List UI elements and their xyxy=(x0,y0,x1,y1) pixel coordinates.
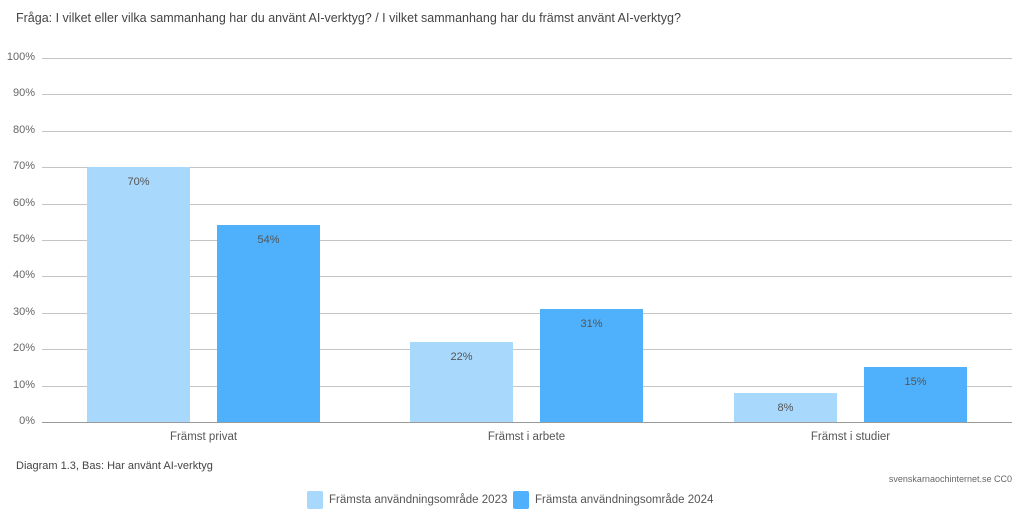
x-axis-category-label: Främst privat xyxy=(169,431,238,443)
x-axis-category-label: Främst i arbete xyxy=(487,431,566,443)
y-axis-tick-label: 80% xyxy=(12,124,35,136)
bar xyxy=(410,341,513,422)
gridline xyxy=(42,386,1012,387)
legend-swatch-2024 xyxy=(513,491,529,509)
y-axis-tick-label: 70% xyxy=(12,160,35,172)
legend-swatch-2023 xyxy=(307,491,323,509)
y-axis-tick-label: 40% xyxy=(12,269,35,281)
gridline xyxy=(42,276,1012,277)
bar-value-label: 70% xyxy=(127,176,150,189)
bar xyxy=(217,225,320,422)
y-axis-tick-label: 100% xyxy=(6,51,35,63)
legend-item-2023: Främsta användningsområde 2023 xyxy=(307,491,507,509)
legend-label-2024: Främsta användningsområde 2024 xyxy=(535,494,714,506)
y-axis-tick-label: 30% xyxy=(12,306,35,318)
bar-value-label: 8% xyxy=(777,401,794,414)
y-axis-tick-label: 50% xyxy=(12,233,35,245)
x-axis-category-label: Främst i studier xyxy=(810,431,891,443)
footnote: Diagram 1.3, Bas: Har använt AI-verktyg xyxy=(16,460,213,472)
y-axis-tick-label: 10% xyxy=(12,379,35,391)
gridline xyxy=(42,313,1012,314)
gridline xyxy=(42,131,1012,132)
gridline xyxy=(42,204,1012,205)
bar xyxy=(864,367,967,422)
bar xyxy=(540,309,643,422)
bar xyxy=(87,167,190,422)
y-axis-tick-label: 0% xyxy=(19,415,35,427)
y-axis-tick-label: 90% xyxy=(12,87,35,99)
legend-label-2023: Främsta användningsområde 2023 xyxy=(329,494,508,506)
y-axis-tick-label: 60% xyxy=(12,197,35,209)
gridline xyxy=(42,167,1012,168)
gridline xyxy=(42,58,1012,59)
gridline xyxy=(42,422,1012,423)
source-credit: svenskarnaochinternet.se CC0 xyxy=(888,474,1012,484)
y-axis-tick-label: 20% xyxy=(12,342,35,354)
gridline xyxy=(42,240,1012,241)
bar-value-label: 31% xyxy=(580,318,603,331)
legend-item-2024: Främsta användningsområde 2024 xyxy=(513,491,713,509)
bar-value-label: 54% xyxy=(257,234,280,247)
chart-title: Fråga: I vilket eller vilka sammanhang h… xyxy=(16,11,681,25)
bar-value-label: 15% xyxy=(904,376,927,389)
gridline xyxy=(42,349,1012,350)
bar xyxy=(734,392,837,422)
bar-value-label: 22% xyxy=(450,350,473,363)
gridline xyxy=(42,94,1012,95)
